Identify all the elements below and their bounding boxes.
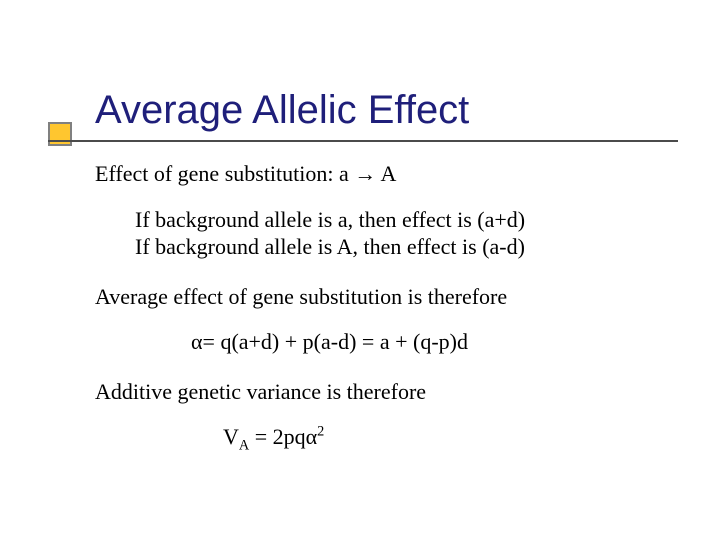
variance-A-subscript: A [239, 437, 249, 453]
alpha-symbol: α [191, 329, 203, 354]
variance-squared: 2 [317, 424, 324, 440]
variance-formula: VA = 2pqα2 [223, 423, 655, 455]
slide-body: Effect of gene substitution: a → A If ba… [95, 160, 655, 455]
average-effect-line: Average effect of gene substitution is t… [95, 283, 655, 311]
page-title: Average Allelic Effect [95, 88, 469, 133]
variance-alpha: α [306, 424, 318, 449]
arrow-icon: → [354, 161, 376, 186]
alpha-formula: α= q(a+d) + p(a-d) = a + (q-p)d [191, 328, 655, 356]
if-block: If background allele is a, then effect i… [135, 206, 655, 261]
additive-variance-line: Additive genetic variance is therefore [95, 378, 655, 406]
alpha-formula-rest: = q(a+d) + p(a-d) = a + (q-p)d [203, 329, 468, 354]
substitution-line: Effect of gene substitution: a → A [95, 160, 655, 188]
sub-prefix: Effect of gene substitution: a [95, 161, 354, 186]
variance-mid: = 2pq [249, 424, 305, 449]
accent-square [48, 122, 72, 146]
if-allele-a: If background allele is a, then effect i… [135, 206, 655, 234]
sub-suffix: A [376, 161, 396, 186]
variance-V: V [223, 424, 239, 449]
if-allele-A: If background allele is A, then effect i… [135, 233, 655, 261]
horizontal-rule [48, 140, 678, 142]
